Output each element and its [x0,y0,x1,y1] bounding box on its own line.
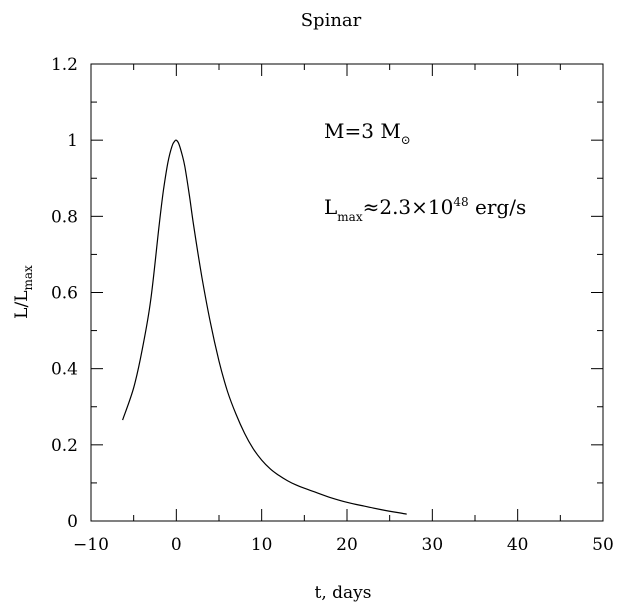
lmax-annotation: Lmax≈2.3×1048 erg/s [324,195,526,224]
x-tick-label: 30 [422,535,444,555]
sun-symbol-icon: ⊙ [401,133,411,147]
mass-annotation: M=3 M⊙ [324,119,411,147]
lmax-annotation-l: L [324,195,337,219]
y-axis-label-subscript: max [21,265,35,291]
y-tick-label: 0.2 [51,436,78,456]
lmax-annotation-unit: erg/s [469,195,527,219]
chart-title: Spinar [301,10,362,31]
x-tick-label: 20 [336,535,358,555]
y-tick-label: 1 [67,131,78,151]
lmax-annotation-value: ≈2.3×10 [363,195,454,219]
y-axis-tick-labels: 0 0.2 0.4 0.6 0.8 1 1.2 [51,55,78,532]
x-tick-label: 0 [171,535,182,555]
x-axis-label: t, days [315,583,372,603]
y-axis-label-main: L/L [12,291,32,319]
mass-annotation-text: M=3 M [324,119,401,143]
luminosity-curve [122,139,407,515]
x-axis-tick-labels: −10 0 10 20 30 40 50 [73,535,614,555]
y-tick-label: 0.6 [51,284,78,304]
y-tick-label: 0.4 [51,360,78,380]
x-tick-label: −10 [73,535,109,555]
y-axis-label: L/Lmax [12,265,35,319]
x-tick-label: 40 [507,535,529,555]
x-tick-label: 10 [251,535,273,555]
x-tick-label: 50 [592,535,614,555]
axis-ticks [90,63,604,522]
lmax-annotation-subscript: max [337,210,363,224]
y-tick-label: 0.8 [51,207,78,227]
y-tick-label: 1.2 [51,55,78,75]
lmax-annotation-exponent: 48 [453,195,468,209]
y-tick-label: 0 [67,512,78,532]
